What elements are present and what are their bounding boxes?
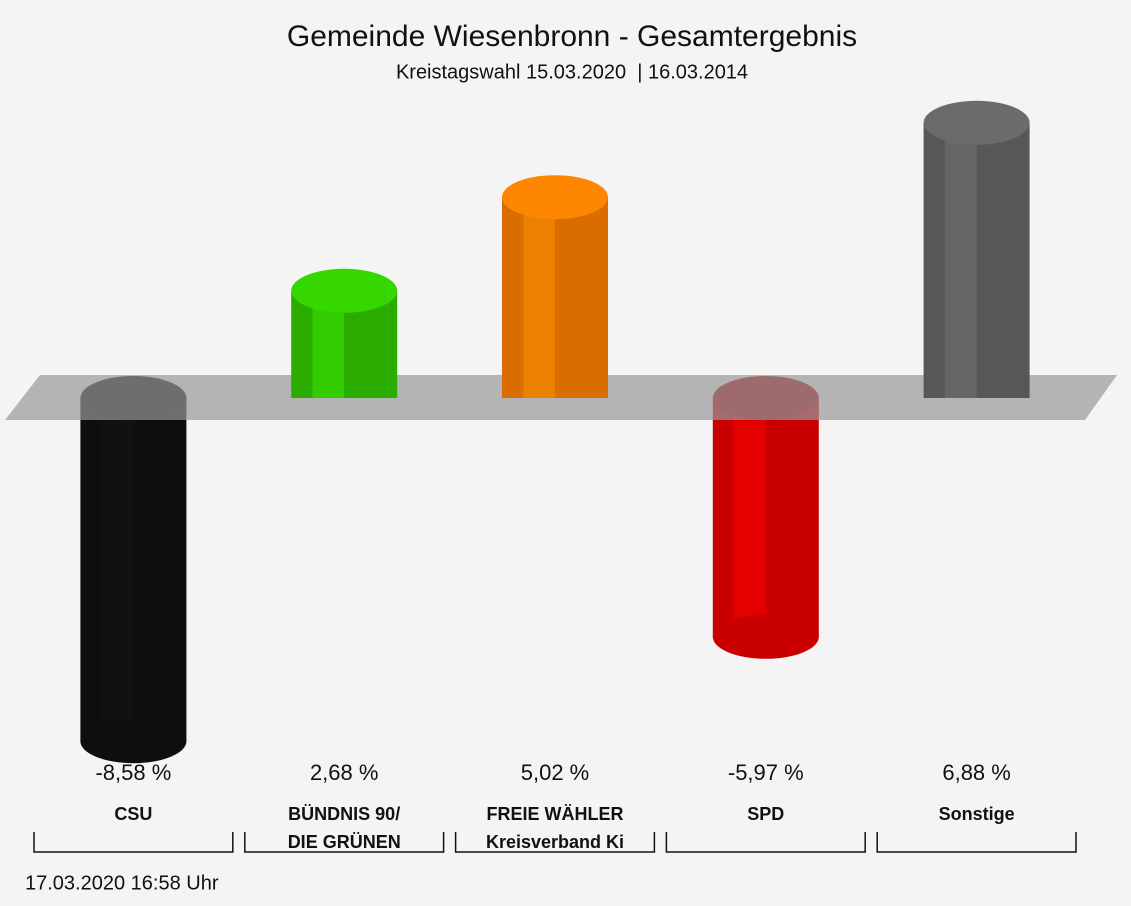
bar-shine [734, 398, 766, 637]
value-label: -5,97 % [728, 760, 804, 785]
value-label: 6,88 % [942, 760, 1011, 785]
category-bracket [244, 832, 445, 853]
bar [291, 268, 398, 398]
bar-top [291, 268, 398, 313]
bar-top [502, 175, 608, 220]
bar [923, 100, 1030, 399]
footnote: 17.03.2020 16:58 Uhr [25, 872, 219, 894]
category-bracket [454, 832, 656, 853]
bar-shine [101, 398, 134, 742]
bar [80, 376, 187, 764]
category-label: FREIE WÄHLER [487, 804, 624, 824]
category-bracket [876, 832, 1077, 853]
bar-shine [944, 122, 977, 399]
category-bracket [33, 832, 234, 853]
bar [502, 175, 608, 398]
category-label: Sonstige [939, 804, 1015, 824]
category-label: BÜNDNIS 90/ [288, 804, 400, 824]
value-label: 2,68 % [310, 760, 379, 785]
chart-title: Gemeinde Wiesenbronn - Gesamtergebnis [287, 20, 857, 53]
category-bracket [665, 832, 866, 853]
chart-subtitle: Kreistagswahl 15.03.2020 | 16.03.2014 [396, 61, 748, 83]
category-label: SPD [747, 804, 784, 824]
bar-shine [523, 197, 555, 398]
category-label: CSU [114, 804, 152, 824]
value-label: 5,02 % [521, 760, 590, 785]
category-label: Kreisverband Ki [486, 832, 624, 852]
bar-bottom [712, 614, 819, 659]
category-label: DIE GRÜNEN [288, 832, 401, 852]
bar-top [923, 100, 1030, 145]
value-label: -8,58 % [95, 760, 171, 785]
bar-bottom [80, 719, 187, 764]
